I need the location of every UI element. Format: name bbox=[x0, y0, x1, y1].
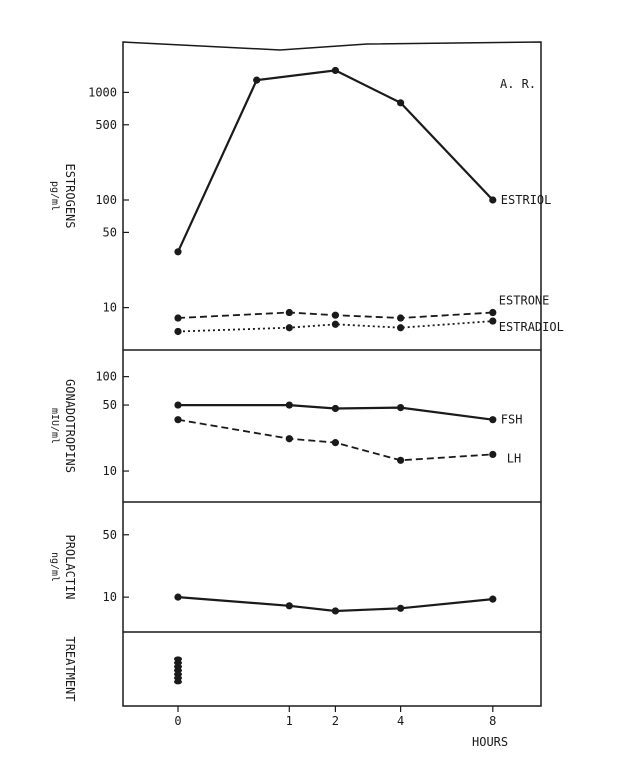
data-point-prolactin bbox=[174, 593, 182, 601]
data-point-estradiol bbox=[174, 327, 182, 336]
y-tick-label: 50 bbox=[103, 225, 117, 239]
data-point-fsh bbox=[397, 403, 405, 412]
data-point-estrone bbox=[285, 308, 293, 317]
series-label-estradiol: ESTRADIOL bbox=[499, 320, 564, 334]
data-point-lh bbox=[331, 439, 340, 447]
y-tick-label: 50 bbox=[103, 528, 117, 542]
series-line-estriol bbox=[177, 69, 494, 253]
initials-label: A. R. bbox=[500, 77, 536, 91]
panel-y-label-estrogens: ESTROGENS bbox=[63, 163, 77, 228]
x-axis-title: HOURS bbox=[472, 735, 508, 749]
panel-y-label-treatment: TREATMENT bbox=[63, 636, 77, 701]
series-label-estriol: ESTRIOL bbox=[501, 193, 552, 207]
treatment-dose-mark bbox=[174, 671, 182, 677]
data-point-prolactin bbox=[489, 595, 497, 603]
data-point-estriol bbox=[331, 66, 340, 75]
data-point-estradiol bbox=[489, 317, 497, 325]
data-point-prolactin bbox=[331, 607, 340, 615]
data-point-estriol bbox=[253, 76, 261, 84]
data-point-fsh bbox=[174, 401, 182, 409]
x-tick-label: 0 bbox=[174, 714, 181, 728]
panel-unit-label-estrogens: pg/ml bbox=[49, 181, 60, 211]
x-tick-label: 8 bbox=[489, 714, 496, 728]
y-tick-label: 100 bbox=[95, 193, 117, 207]
data-point-estrone bbox=[331, 311, 340, 319]
data-point-fsh bbox=[331, 404, 340, 413]
data-point-prolactin bbox=[285, 602, 293, 610]
y-tick-label: 100 bbox=[95, 370, 117, 384]
panel-y-label-prolactin: PROLACTIN bbox=[63, 534, 77, 599]
data-point-lh bbox=[285, 435, 293, 443]
x-tick-label: 2 bbox=[332, 714, 339, 728]
series-label-lh: LH bbox=[507, 451, 521, 465]
panel-y-label-gonadotropins: GONADOTROPINS bbox=[63, 379, 77, 473]
treatment-dose-mark bbox=[174, 664, 182, 670]
y-tick-label: 10 bbox=[103, 464, 117, 478]
data-point-estriol bbox=[174, 248, 182, 256]
data-point-estriol bbox=[397, 99, 405, 107]
series-label-fsh: FSH bbox=[501, 413, 523, 427]
chart-frame bbox=[122, 41, 542, 707]
panel-unit-label-gonadotropins: mIU/ml bbox=[49, 408, 60, 444]
treatment-dose-mark bbox=[174, 656, 182, 662]
x-tick-label: 1 bbox=[286, 714, 293, 728]
data-point-fsh bbox=[285, 401, 293, 409]
data-point-prolactin bbox=[397, 604, 405, 612]
data-point-lh bbox=[397, 456, 405, 464]
y-tick-label: 10 bbox=[103, 590, 117, 604]
treatment-dose-mark bbox=[174, 667, 182, 674]
treatment-dose-mark bbox=[174, 675, 182, 681]
data-point-estradiol bbox=[331, 320, 340, 328]
data-point-estradiol bbox=[285, 324, 293, 332]
y-tick-label: 10 bbox=[103, 301, 117, 315]
treatment-dose-mark bbox=[174, 679, 182, 685]
data-point-estradiol bbox=[397, 324, 405, 332]
data-point-estrone bbox=[174, 314, 182, 322]
data-point-estriol bbox=[489, 196, 497, 204]
data-point-fsh bbox=[489, 416, 497, 424]
data-point-lh bbox=[489, 450, 497, 459]
panel-unit-label-prolactin: ng/ml bbox=[49, 552, 60, 582]
y-tick-label: 500 bbox=[95, 118, 117, 132]
treatment-dose-mark bbox=[174, 660, 182, 666]
data-point-estrone bbox=[397, 314, 405, 322]
data-point-lh bbox=[174, 416, 182, 424]
x-tick-label: 4 bbox=[397, 714, 404, 728]
data-point-estrone bbox=[489, 308, 497, 317]
y-tick-label: 50 bbox=[103, 398, 117, 412]
series-label-estrone: ESTRONE bbox=[499, 294, 550, 308]
y-tick-label: 1000 bbox=[88, 85, 117, 99]
